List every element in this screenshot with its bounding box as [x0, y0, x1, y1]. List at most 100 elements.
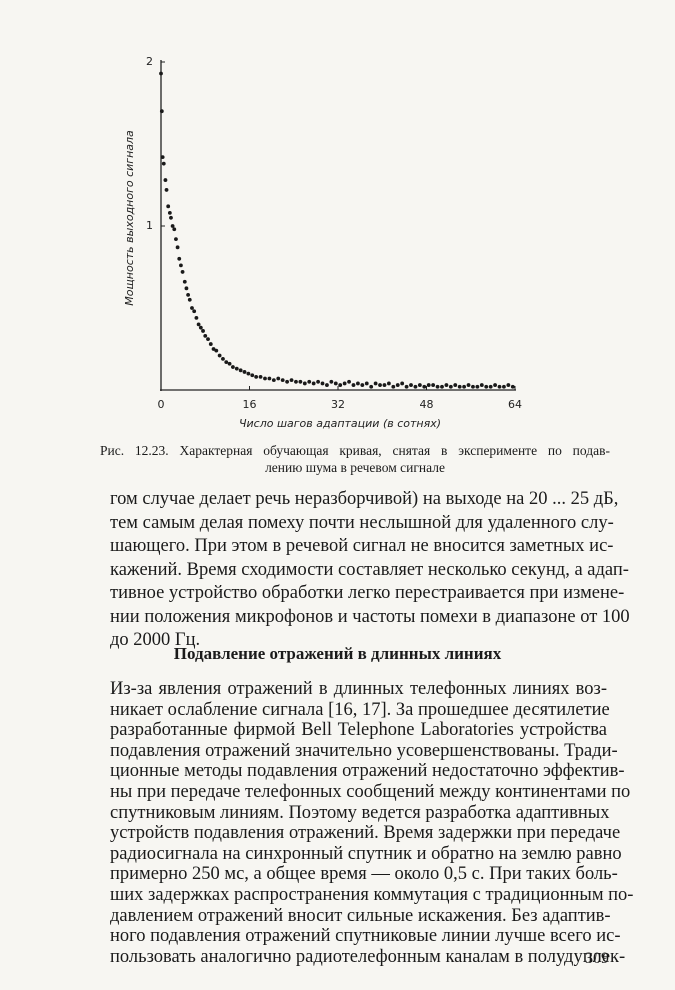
point — [506, 383, 511, 387]
x-tick-label: 0 — [158, 398, 165, 411]
point — [493, 383, 497, 387]
text-line: спутниковым линиям. Поэтому ведется разр… — [110, 802, 610, 823]
point — [169, 215, 173, 220]
point — [160, 155, 165, 160]
x-tick-label: 16 — [243, 398, 257, 411]
point — [196, 322, 201, 327]
point — [276, 376, 281, 381]
point — [391, 384, 396, 389]
text-line: Из-за явления отражений в длинных телефо… — [110, 679, 607, 699]
point — [444, 383, 449, 387]
point — [409, 383, 413, 387]
text-line: тем самым делая помеху почти неслышной д… — [110, 512, 614, 533]
point — [417, 383, 422, 387]
point — [217, 353, 222, 358]
x-tick-label: 32 — [331, 398, 345, 411]
text-line: шающего. При этом в речевой сигнал не вн… — [110, 536, 614, 556]
point — [234, 366, 239, 371]
text-line: лению шума в речевом сигнале — [265, 460, 445, 475]
point — [159, 109, 164, 114]
point — [298, 379, 303, 384]
point — [488, 384, 493, 389]
point — [170, 224, 175, 228]
section-heading: Подавление отражений в длинных линиях — [173, 644, 502, 663]
point — [161, 161, 166, 166]
text-line: ны при передаче телефонных сообщений меж… — [110, 782, 631, 802]
point — [369, 384, 374, 389]
point — [347, 379, 351, 384]
text-line: ших задержках распространения коммутация… — [110, 885, 634, 905]
point — [435, 384, 440, 389]
page-number: 309 — [585, 950, 609, 967]
point — [320, 381, 325, 386]
text-line: давлением отражений вносит сильные искаж… — [110, 905, 611, 926]
point — [258, 374, 263, 379]
point — [242, 370, 247, 374]
point — [211, 347, 216, 351]
text-line: подавления отражений значительно усоверш… — [110, 740, 618, 761]
point — [333, 381, 338, 386]
point — [174, 237, 178, 242]
point — [280, 378, 285, 383]
point — [208, 342, 213, 346]
point — [382, 383, 387, 387]
point — [231, 365, 235, 369]
text-line: тивное устройство обработки легко перест… — [110, 583, 625, 603]
point — [431, 383, 436, 387]
point — [440, 384, 444, 389]
text-line: разработанные фирмой Bell Telephone Labo… — [110, 720, 607, 741]
y-axis-label: Мощность выходного сигнала — [123, 130, 136, 306]
point — [214, 348, 219, 353]
point — [172, 227, 177, 232]
point — [224, 360, 229, 365]
point — [187, 297, 192, 302]
point — [190, 306, 194, 310]
point — [238, 368, 243, 373]
x-axis-label: Число шагов адаптации (в сотнях) — [239, 417, 441, 430]
point — [163, 178, 168, 182]
point — [271, 378, 276, 383]
point — [471, 384, 475, 389]
point — [182, 279, 187, 284]
point — [159, 71, 163, 76]
point — [356, 381, 360, 386]
point — [484, 384, 489, 389]
point — [378, 383, 382, 387]
point — [198, 325, 203, 330]
text-line: устройств подавления отражений. Время за… — [110, 823, 621, 844]
point — [462, 384, 467, 389]
point — [502, 384, 506, 389]
text-line: до 2000 Гц. — [110, 630, 201, 650]
point — [206, 337, 210, 342]
text-line: радиосигнала на синхронный спутник и обр… — [110, 843, 622, 864]
point — [448, 384, 453, 389]
point — [479, 383, 484, 387]
point — [364, 381, 369, 386]
text-line: кажений. Время сходимости составляет нес… — [110, 559, 629, 580]
text-line: Рис. 12.23. Характерная обучающая кривая… — [100, 443, 610, 458]
point — [250, 373, 255, 378]
point — [338, 383, 343, 387]
point — [186, 292, 191, 297]
chart: Мощность выходного сигнала Число шагов а… — [123, 55, 522, 430]
y-tick-label: 2 — [146, 55, 153, 68]
point — [311, 381, 316, 386]
point — [510, 384, 515, 389]
point — [342, 381, 347, 386]
point — [221, 356, 225, 361]
point — [302, 381, 307, 386]
point — [475, 384, 480, 389]
point — [289, 378, 294, 383]
point — [351, 383, 356, 387]
point — [184, 286, 189, 291]
text-line: гом случае делает речь неразборчивой) на… — [110, 489, 619, 509]
point — [179, 263, 183, 268]
point — [360, 383, 365, 387]
point — [263, 376, 267, 381]
point — [373, 381, 378, 386]
text-line: ционные методы подавления отражений недо… — [110, 761, 625, 782]
point — [422, 384, 427, 389]
point — [192, 309, 197, 314]
point — [294, 379, 298, 384]
